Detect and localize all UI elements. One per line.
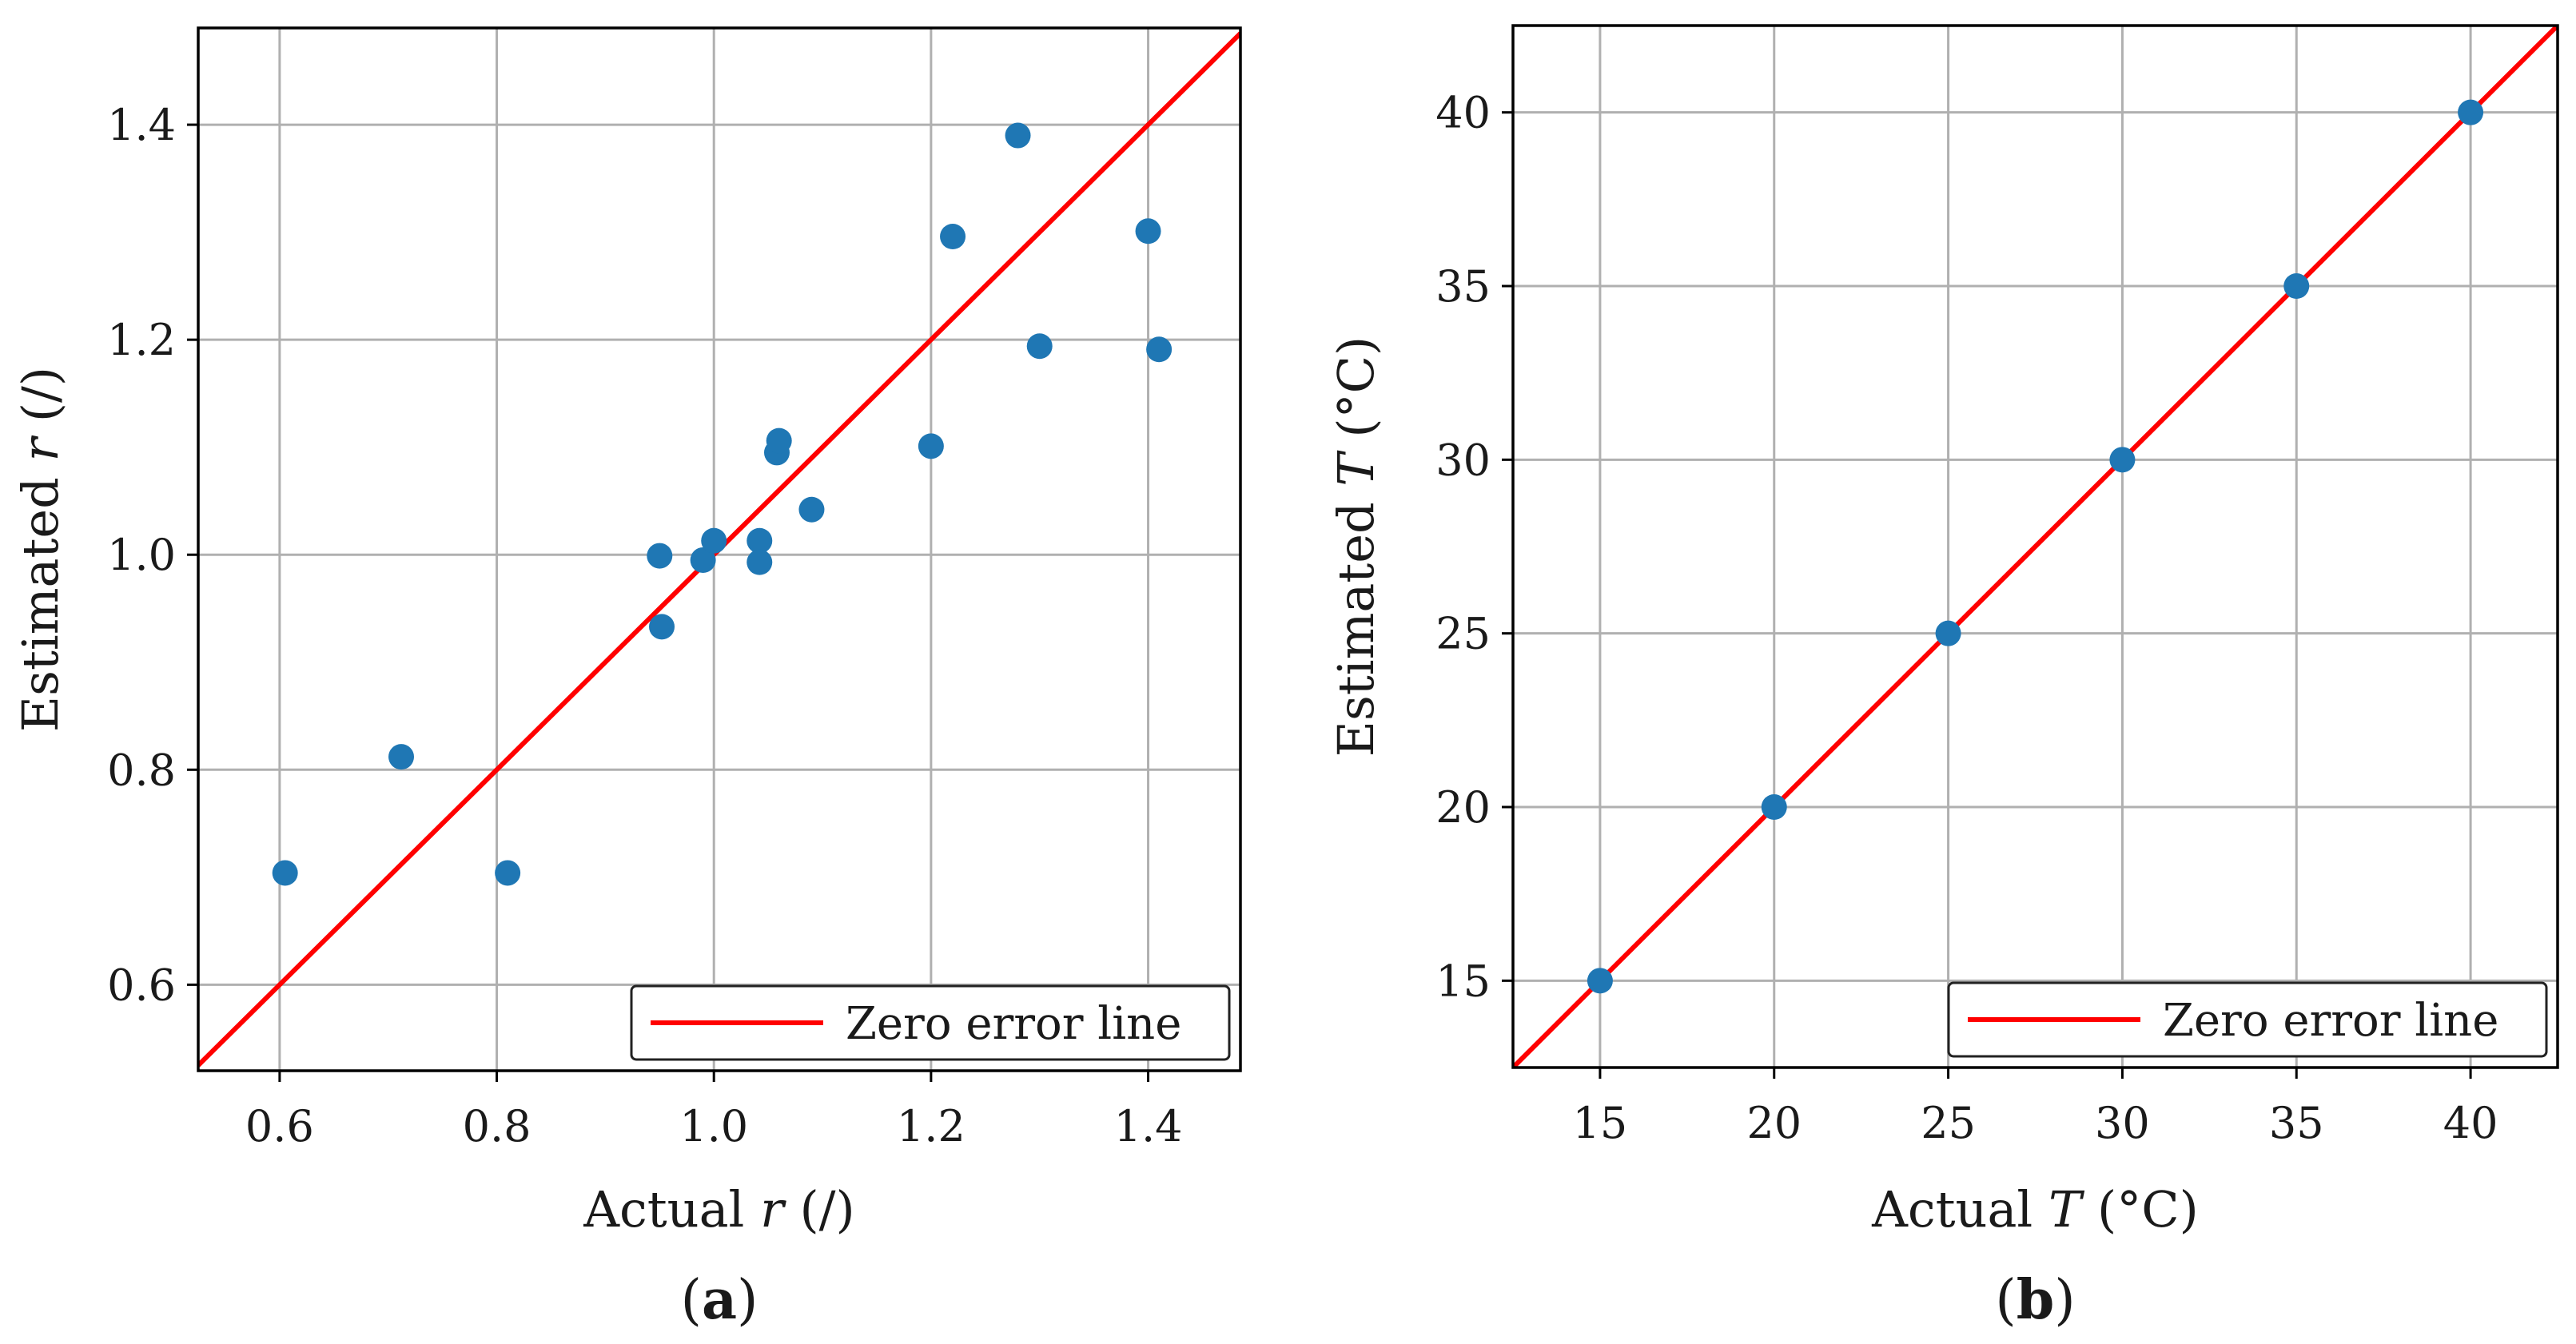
y-tick-label: 0.6 (107, 960, 176, 1010)
y-tick-label: 1.0 (107, 530, 176, 580)
y-tick-label: 30 (1435, 435, 1491, 485)
x-label-variable: r (760, 1180, 786, 1239)
x-tick-label: 1.0 (679, 1101, 748, 1151)
data-point (1135, 218, 1161, 245)
x-axis-label: Actual T (°C) (1871, 1180, 2199, 1239)
data-point (2109, 447, 2136, 473)
x-tick-label: 30 (2095, 1098, 2150, 1148)
x-label-prefix: Actual (1871, 1180, 2048, 1239)
data-point (388, 744, 415, 770)
data-point (690, 547, 716, 573)
x-label-variable: T (2048, 1180, 2085, 1239)
data-point (798, 496, 825, 523)
y-tick-label: 15 (1435, 956, 1491, 1006)
y-label-suffix: (/) (11, 367, 70, 438)
x-axis-label: Actual r (/) (583, 1180, 854, 1239)
data-point (701, 527, 727, 554)
plot-area (1513, 26, 2558, 1068)
panel-label: (b) (1995, 1268, 2076, 1332)
data-point (1146, 336, 1173, 363)
x-tick-label: 0.8 (463, 1101, 532, 1151)
legend-box (1947, 981, 2548, 1058)
legend: Zero error line (1947, 981, 2548, 1058)
data-point (2283, 273, 2310, 299)
data-point (649, 614, 675, 640)
data-point (747, 549, 773, 575)
panel-letter: a (702, 1268, 737, 1332)
data-point (1005, 122, 1031, 149)
x-tick-label: 25 (1921, 1098, 1976, 1148)
data-point (766, 427, 792, 454)
x-label-prefix: Actual (583, 1180, 760, 1239)
y-tick-label: 40 (1435, 88, 1491, 138)
plot-frame (197, 26, 1242, 1072)
panel-letter: b (2017, 1268, 2055, 1332)
data-point (495, 860, 521, 886)
x-tick-label: 1.4 (1114, 1101, 1183, 1151)
y-label-suffix: (°C) (1327, 336, 1385, 454)
data-point (1026, 333, 1053, 360)
y-tick-label: 25 (1435, 609, 1491, 659)
y-tick-label: 20 (1435, 782, 1491, 833)
legend-label: Zero error line (2163, 995, 2498, 1047)
y-axis-label: Estimated T (°C) (1327, 336, 1385, 757)
y-label-variable: r (11, 435, 70, 462)
x-tick-label: 1.2 (897, 1101, 966, 1151)
x-tick-label: 15 (1573, 1098, 1628, 1148)
x-tick-label: 35 (2269, 1098, 2324, 1148)
x-tick-label: 20 (1746, 1098, 1802, 1148)
legend-label: Zero error line (846, 998, 1181, 1050)
y-label-variable: T (1327, 450, 1385, 487)
data-point (747, 527, 773, 554)
panel-label: (a) (680, 1268, 758, 1332)
y-axis-label: Estimated r (/) (11, 367, 70, 732)
data-point (647, 543, 673, 569)
plot-frame (1511, 24, 2559, 1069)
y-label-prefix: Estimated (1327, 487, 1385, 757)
legend-box (630, 984, 1231, 1061)
data-point (2458, 99, 2484, 125)
data-point (1587, 968, 1613, 994)
x-label-suffix: (°C) (2081, 1180, 2199, 1239)
data-point (1761, 794, 1787, 820)
data-point (272, 860, 298, 886)
plot-area (198, 31, 1240, 1068)
chart-panel-a: 0.6 0.8 1.0 1.2 1.4 0.6 0.8 1.0 1.2 1.4 Actual r (… (11, 26, 1242, 1332)
x-tick-label: 40 (2443, 1098, 2498, 1148)
x-label-suffix: (/) (784, 1180, 855, 1239)
x-tick-label: 0.6 (245, 1101, 314, 1151)
zero-error-line (1513, 26, 2558, 1068)
y-tick-label: 1.4 (107, 100, 176, 150)
y-tick-label: 35 (1435, 261, 1491, 312)
data-point (940, 224, 966, 249)
legend: Zero error line (630, 984, 1231, 1061)
y-label-prefix: Estimated (11, 462, 70, 733)
y-tick-label: 0.8 (107, 745, 176, 795)
data-point (918, 433, 944, 459)
y-tick-label: 1.2 (107, 315, 176, 365)
data-point (1935, 620, 1961, 646)
